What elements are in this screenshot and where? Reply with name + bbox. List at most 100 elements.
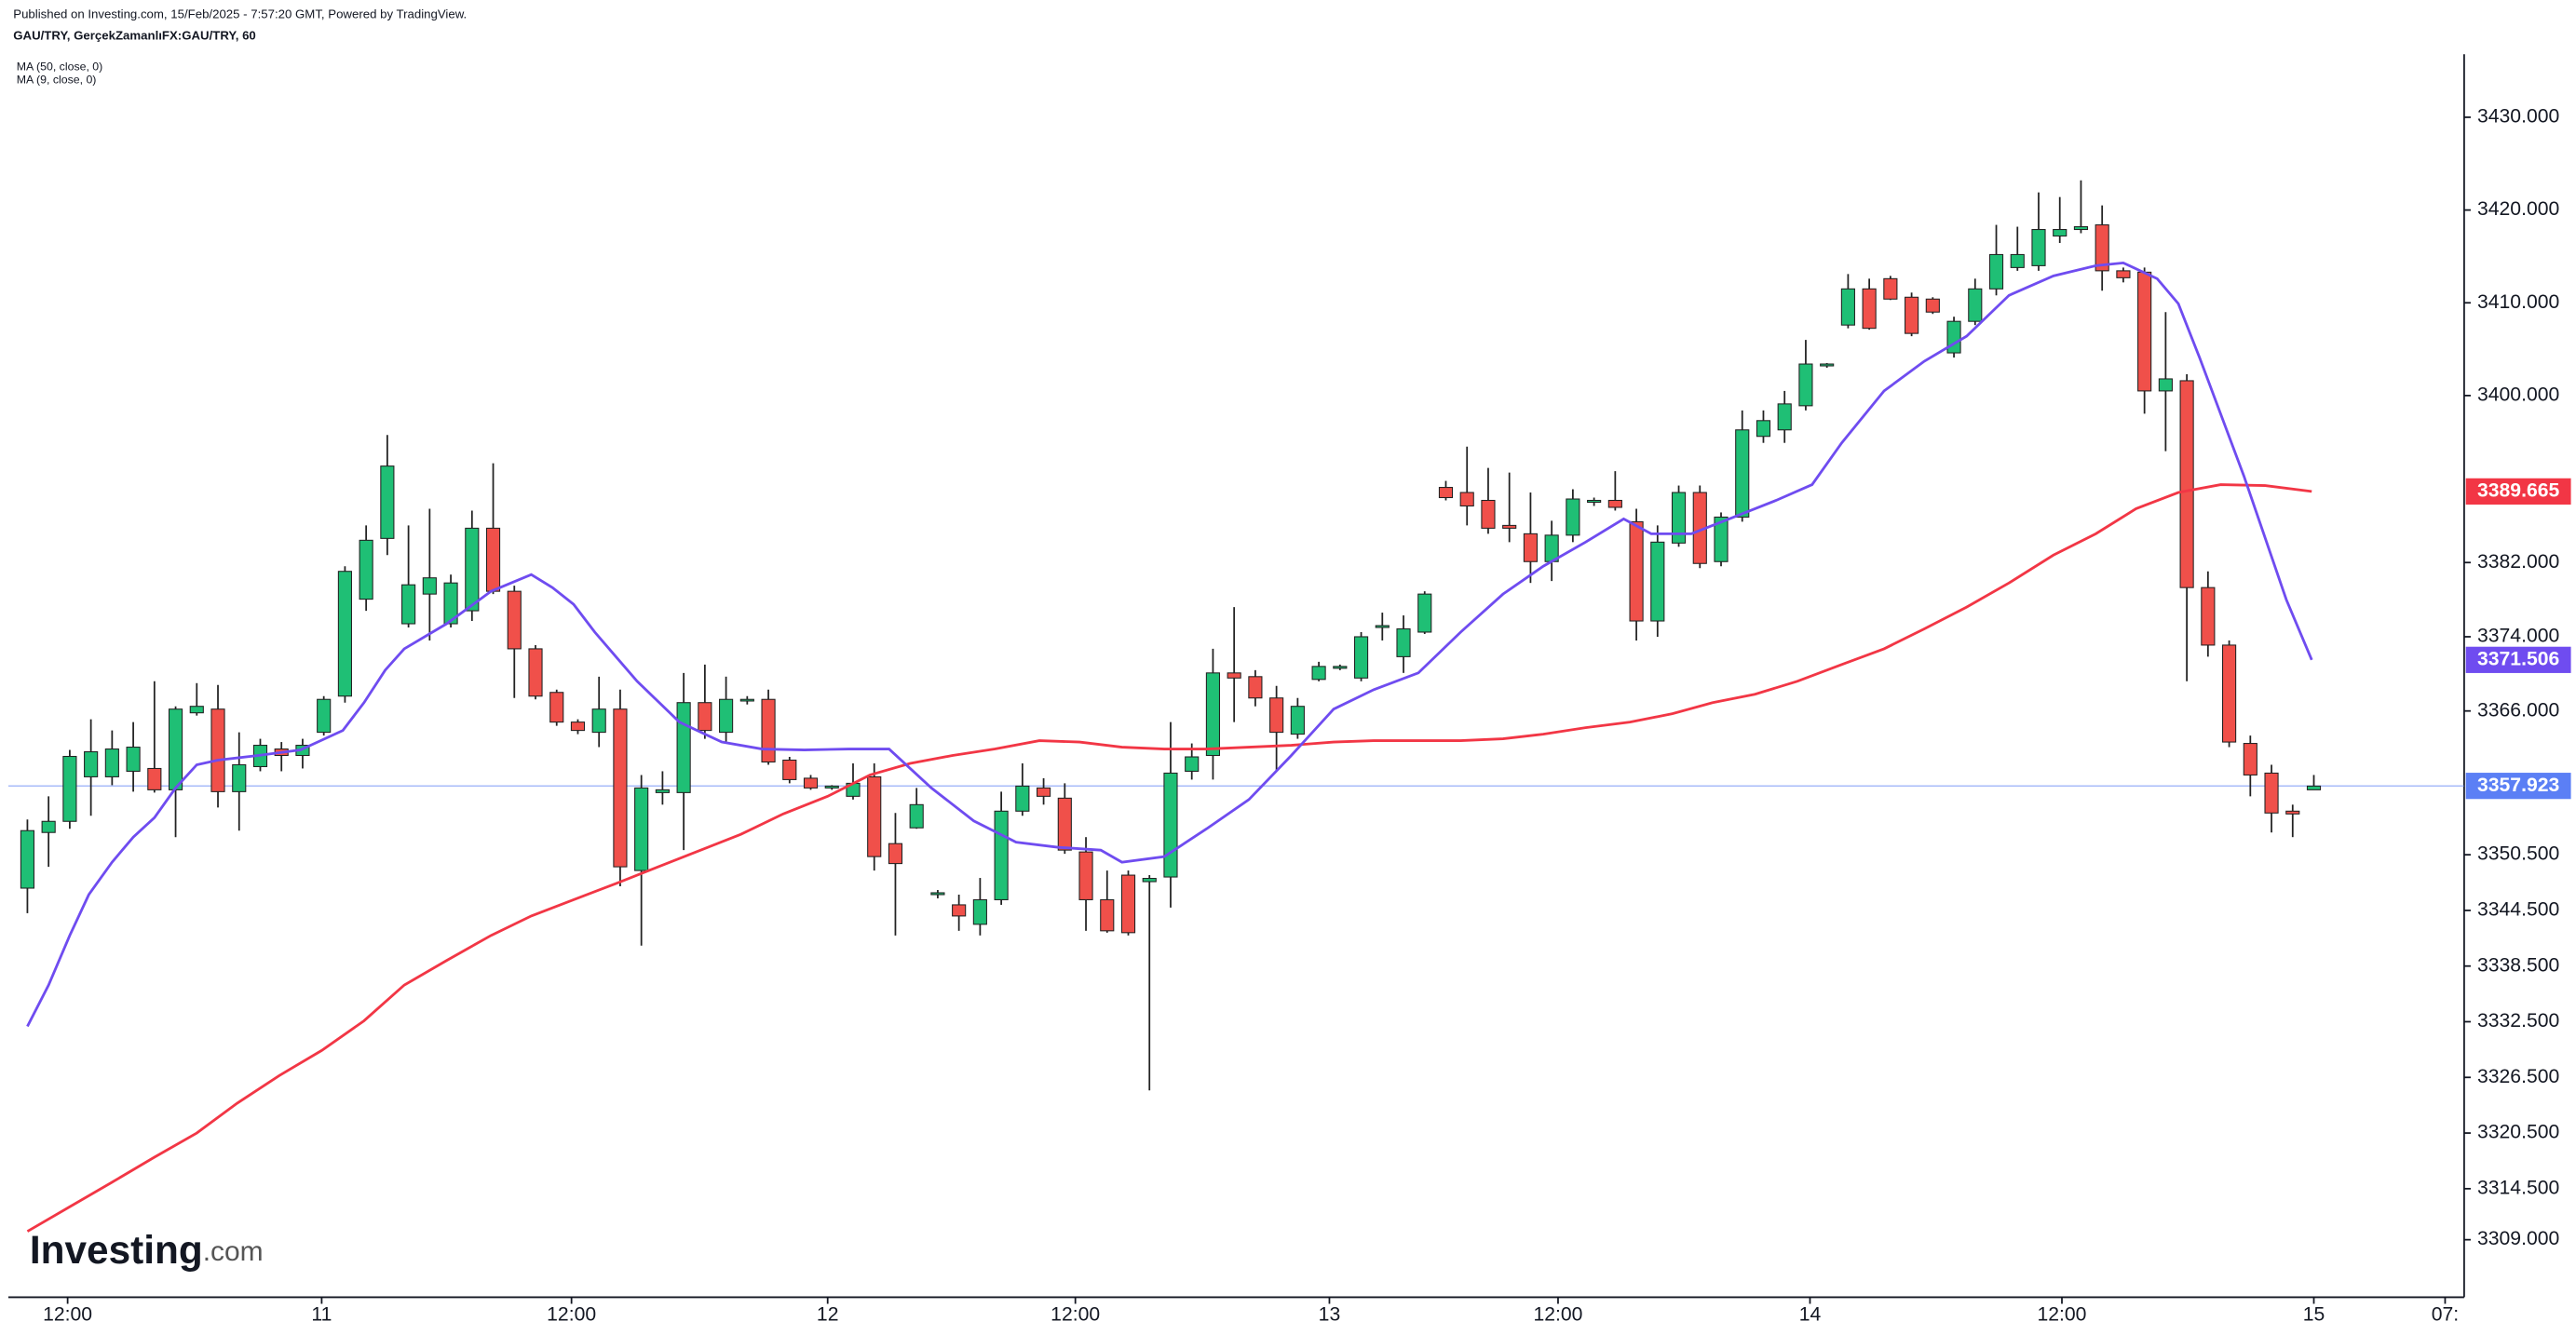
candle-body: [549, 692, 564, 723]
candle-body: [2073, 226, 2089, 231]
candle-body: [1946, 320, 1961, 354]
candle-body: [803, 777, 819, 789]
candle-body: [655, 789, 670, 793]
candle-body: [1988, 253, 2004, 290]
candle-body: [126, 747, 141, 772]
candle-body: [1862, 288, 1877, 330]
candle-body: [1671, 492, 1687, 544]
candle-body: [317, 698, 332, 734]
y-tick-label: 3382.000: [2477, 551, 2559, 573]
candle-body: [1078, 851, 1093, 900]
candle-body: [1057, 797, 1072, 851]
candle-body: [719, 698, 734, 734]
candle-body: [84, 750, 99, 777]
candle-body: [359, 539, 373, 600]
candle-body: [422, 577, 437, 595]
candle-body: [1248, 676, 1263, 699]
candle-body: [189, 706, 204, 714]
x-tick-label: 12:00: [2038, 1303, 2087, 1325]
candle-body: [1883, 277, 1898, 300]
candle-body: [888, 843, 903, 865]
candle-body: [1714, 516, 1729, 562]
candle-body: [401, 584, 416, 625]
candle-body: [1820, 363, 1835, 367]
candle-body: [1036, 787, 1051, 797]
candle-body: [1375, 625, 1390, 628]
x-tick-label: 12:00: [1051, 1303, 1100, 1325]
candle-body: [1607, 499, 1622, 508]
candle-body: [1205, 672, 1221, 757]
candle-body: [2116, 270, 2131, 278]
x-tick-label: 12: [817, 1303, 839, 1325]
candle-body: [485, 527, 501, 592]
candle-body: [2264, 772, 2279, 814]
candle-body: [972, 898, 987, 925]
ma-line: [26, 483, 2312, 1233]
candle-body: [2158, 378, 2173, 392]
candle-body: [2201, 587, 2216, 646]
candle-body: [465, 527, 480, 612]
candle-body: [168, 708, 183, 790]
candle-body: [1438, 487, 1454, 499]
price-label: 3389.665: [2477, 479, 2559, 501]
ma-line: [26, 261, 2313, 1028]
candle-body: [1840, 288, 1855, 326]
candle-body: [739, 698, 754, 702]
candle-body: [1163, 772, 1178, 878]
candle-body: [2010, 253, 2025, 268]
candle-body: [2306, 785, 2322, 790]
candle-body: [1650, 541, 1665, 622]
candle-body: [1629, 520, 1644, 622]
candle-body: [147, 767, 162, 790]
y-tick-label: 3410.000: [2477, 291, 2559, 313]
y-tick-label: 3344.500: [2477, 899, 2559, 921]
candle-body: [1396, 627, 1411, 657]
candle-body: [1502, 524, 1517, 529]
candle-body: [1290, 706, 1305, 735]
candle-body: [232, 763, 247, 792]
candle-body: [1968, 288, 1983, 322]
candle-body: [676, 702, 691, 793]
logo: Investing.com: [30, 1228, 264, 1272]
x-tick-label: 13: [1319, 1303, 1341, 1325]
candle-body: [930, 892, 945, 896]
candle-body: [1311, 666, 1326, 681]
candle-body: [1142, 878, 1157, 883]
candle-body: [2285, 810, 2300, 815]
legend-ma50: MA (50, close, 0): [17, 61, 103, 74]
candle-body: [1905, 296, 1919, 334]
logo-name: Investing: [30, 1228, 203, 1272]
y-tick-label: 3309.000: [2477, 1228, 2559, 1249]
x-tick-label: 12:00: [547, 1303, 596, 1325]
candle-body: [1015, 785, 1030, 812]
price-label-box: [2465, 773, 2571, 800]
candle-body: [1120, 874, 1136, 934]
x-tick-label: 11: [311, 1303, 332, 1325]
price-label: 3371.506: [2477, 648, 2559, 669]
y-tick-label: 3320.500: [2477, 1122, 2559, 1143]
candle-body: [62, 755, 77, 822]
y-tick-label: 3374.000: [2477, 626, 2559, 647]
candle-body: [2179, 380, 2194, 588]
candle-body: [761, 698, 776, 763]
candle-body: [909, 803, 924, 829]
candle-body: [1925, 298, 1940, 313]
y-tick-label: 3314.500: [2477, 1177, 2559, 1198]
candle-body: [528, 648, 543, 697]
y-tick-label: 3350.500: [2477, 843, 2559, 865]
candle-body: [380, 465, 395, 539]
candle-body: [1481, 499, 1496, 529]
candle-body: [1735, 429, 1750, 518]
chart-title: GAU/TRY, GerçekZamanlıFX:GAU/TRY, 60: [13, 28, 256, 42]
candle-body: [570, 721, 586, 732]
y-tick-label: 3430.000: [2477, 106, 2559, 128]
candle-body: [507, 590, 522, 650]
candle-body: [20, 829, 35, 889]
candle-body: [613, 708, 628, 868]
candle-body: [443, 582, 458, 625]
candle-body: [2137, 271, 2152, 392]
candle-body: [104, 748, 119, 777]
candle-body: [1566, 498, 1580, 536]
